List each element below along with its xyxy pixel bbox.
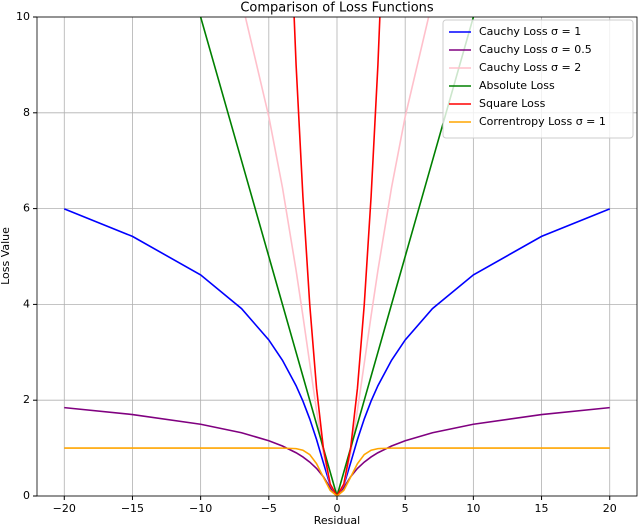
x-tick-label: −5 bbox=[261, 502, 277, 515]
y-tick-label: 8 bbox=[23, 106, 30, 119]
line bbox=[244, 17, 430, 496]
x-tick-label: 20 bbox=[603, 502, 617, 515]
y-tick-label: 6 bbox=[23, 202, 30, 215]
legend-label: Cauchy Loss σ = 2 bbox=[479, 61, 581, 74]
x-tick-label: −15 bbox=[121, 502, 144, 515]
x-tick-label: 5 bbox=[402, 502, 409, 515]
plot-area bbox=[63, 17, 611, 496]
y-axis-label: Loss Value bbox=[0, 227, 12, 285]
y-tick-label: 10 bbox=[16, 10, 30, 23]
legend-label: Square Loss bbox=[479, 97, 546, 110]
y-tick-label: 0 bbox=[23, 489, 30, 502]
y-tick-label: 2 bbox=[23, 393, 30, 406]
line bbox=[199, 17, 475, 496]
legend: Cauchy Loss σ = 1 Cauchy Loss σ = 0.5 Cauc… bbox=[442, 19, 634, 139]
x-tick-label: −20 bbox=[53, 502, 76, 515]
line bbox=[63, 208, 611, 496]
y-tick-label: 4 bbox=[23, 297, 30, 310]
chart-title: Comparison of Loss Functions bbox=[240, 1, 434, 16]
x-tick-label: 15 bbox=[535, 502, 549, 515]
legend-label: Cauchy Loss σ = 0.5 bbox=[479, 43, 592, 56]
x-tick-label: 0 bbox=[334, 502, 341, 515]
legend-label: Correntropy Loss σ = 1 bbox=[479, 115, 606, 128]
legend-label: Cauchy Loss σ = 1 bbox=[479, 25, 581, 38]
legend-label: Absolute Loss bbox=[479, 79, 555, 92]
x-tick-label: 10 bbox=[466, 502, 480, 515]
x-tick-label: −10 bbox=[189, 502, 212, 515]
x-axis-label: Residual bbox=[314, 514, 360, 527]
line bbox=[64, 447, 610, 496]
line bbox=[64, 406, 610, 496]
legend-box bbox=[442, 19, 634, 139]
